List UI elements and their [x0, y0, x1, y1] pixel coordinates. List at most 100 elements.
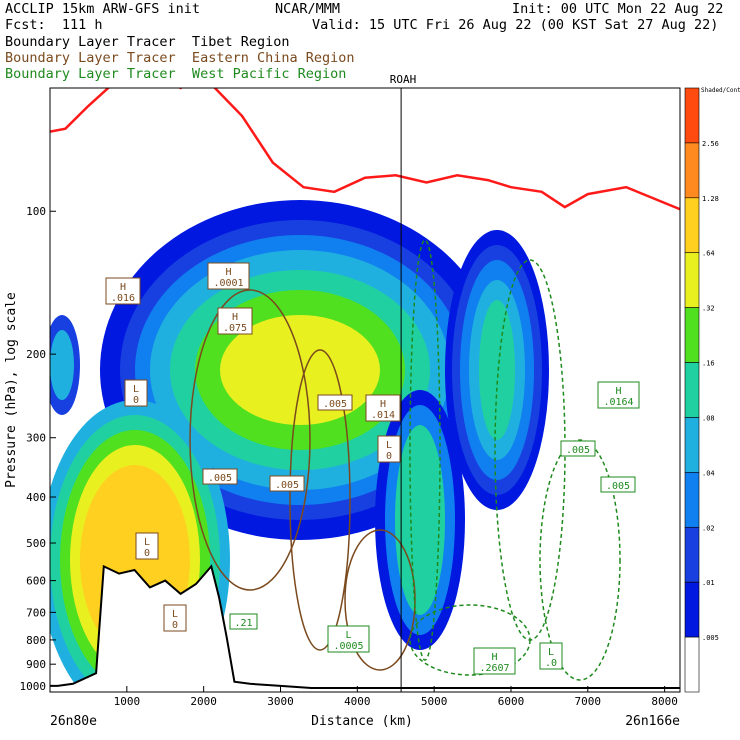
annotation-value: .005	[275, 480, 299, 491]
contour-annotation: H.014	[365, 394, 401, 422]
contour-annotation: .005	[600, 476, 636, 493]
annotation-value: .014	[371, 410, 395, 421]
y-tick-label: 200	[26, 348, 46, 361]
annotation-label: L	[386, 440, 392, 451]
colorbar-swatch	[684, 307, 700, 363]
valid-time: Valid: 15 UTC Fri 26 Aug 22 (00 KST Sat …	[312, 17, 719, 33]
annotation-value: 0	[133, 395, 139, 406]
contour-annotation: .005	[269, 475, 305, 492]
colorbar-swatch	[684, 362, 700, 418]
y-tick-label: 100	[26, 205, 46, 218]
west-pacific-contour	[539, 439, 621, 681]
y-tick-label: 400	[26, 491, 46, 504]
annotation-value: .2607	[479, 663, 509, 674]
x-tick-label: 3000	[267, 695, 294, 708]
y-tick-label: 900	[26, 658, 46, 671]
annotation-label: H	[120, 282, 126, 293]
x-axis-label: Distance (km)	[311, 714, 413, 729]
colorbar-label: .32	[702, 305, 715, 313]
institution: NCAR/MMM	[275, 1, 341, 17]
contour-annotation: H.0164	[597, 381, 640, 409]
y-axis-label: Pressure (hPa), log scale	[4, 292, 19, 488]
plot-frame	[49, 87, 681, 693]
contour-annotation: .005	[560, 440, 596, 457]
eastern-china-contour	[289, 349, 351, 651]
colorbar-label: .04	[702, 469, 715, 477]
legend-tibet: Boundary Layer Tracer Tibet Region	[5, 34, 290, 50]
annotation-value: .005	[323, 399, 347, 410]
colorbar-label: 1.28	[702, 195, 719, 203]
tropopause-line	[50, 88, 680, 211]
annotation-label: L	[172, 609, 178, 620]
y-tick-label: 800	[26, 634, 46, 647]
annotation-value: 0	[144, 548, 150, 559]
annotation-label: L	[144, 537, 150, 548]
annotation-label: L	[345, 630, 351, 641]
annotation-value: 0	[386, 451, 392, 462]
x-tick-label: 6000	[498, 695, 525, 708]
annotation-value: .0164	[603, 397, 633, 408]
colorbar-swatch	[684, 636, 700, 693]
contour-annotation: L.0	[539, 642, 563, 670]
x-tick-label: 8000	[651, 695, 678, 708]
colorbar-label: .08	[702, 414, 715, 422]
colorbar-label: 2.56	[702, 140, 719, 148]
contour-annotation: L.0005	[327, 625, 370, 653]
plume-central-level-2	[395, 425, 445, 615]
annotation-label: H	[225, 267, 231, 278]
eastern-china-contour	[189, 289, 311, 591]
contour-annotation: L0	[135, 532, 159, 560]
x-tick-label: 7000	[575, 695, 602, 708]
annotation-value: .075	[223, 323, 247, 334]
annotation-value: .005	[606, 481, 630, 492]
contour-annotation: H.016	[105, 277, 141, 305]
y-tick-label: 600	[26, 575, 46, 588]
init-time: Init: 00 UTC Mon 22 Aug 22	[512, 1, 724, 17]
colorbar-top-label: Shaded/Contour	[701, 87, 740, 94]
terrain-line	[50, 564, 680, 689]
annotation-value: 0	[172, 620, 178, 631]
y-tick-label: 700	[26, 606, 46, 619]
contour-annotation: .005	[202, 468, 238, 485]
forecast-hour: Fcst: 111 h	[5, 17, 103, 33]
annotation-value: .21	[234, 618, 252, 629]
x-tick-label: 1000	[114, 695, 141, 708]
annotation-value: .005	[208, 473, 232, 484]
contour-annotation: .21	[229, 613, 258, 630]
x-tick-label: 2000	[190, 695, 217, 708]
colorbar-swatch	[684, 142, 700, 199]
annotation-value: .016	[111, 293, 135, 304]
colorbar-swatch	[684, 526, 700, 583]
colorbar-label: .01	[702, 579, 715, 587]
annotation-value: .0001	[213, 278, 243, 289]
west-pacific-contour	[409, 239, 441, 661]
marker-label: ROAH	[390, 73, 417, 86]
annotation-value: .005	[566, 445, 590, 456]
x-start-label: 26n80e	[50, 714, 97, 729]
legend-eastern-china: Boundary Layer Tracer Eastern China Regi…	[5, 50, 355, 66]
contour-annotation: H.2607	[473, 647, 516, 675]
contour-annotation: .005	[317, 394, 353, 411]
legend-west-pacific: Boundary Layer Tracer West Pacific Regio…	[5, 66, 347, 82]
colorbar-label: .64	[702, 250, 715, 258]
x-tick-label: 4000	[344, 695, 371, 708]
colorbar-swatch	[684, 472, 700, 528]
annotation-label: H	[491, 652, 497, 663]
contour-annotation: L0	[377, 435, 401, 463]
plume-east-level-4	[479, 300, 515, 440]
colorbar-swatch	[684, 417, 700, 473]
y-tick-label: 1000	[20, 680, 47, 693]
colorbar-label: .16	[702, 360, 715, 368]
annotation-label: H	[232, 312, 238, 323]
annotation-label: H	[380, 399, 386, 410]
terrain-fill	[50, 566, 680, 692]
contour-annotation: L0	[163, 604, 187, 632]
colorbar-swatch	[684, 197, 700, 254]
annotation-label: L	[548, 647, 554, 658]
annotation-value: .0005	[333, 641, 363, 652]
contour-annotation: H.075	[217, 307, 253, 335]
colorbar-swatch	[684, 252, 700, 308]
model-title: ACCLIP 15km ARW-GFS init	[5, 1, 201, 17]
x-end-label: 26n166e	[625, 714, 680, 729]
